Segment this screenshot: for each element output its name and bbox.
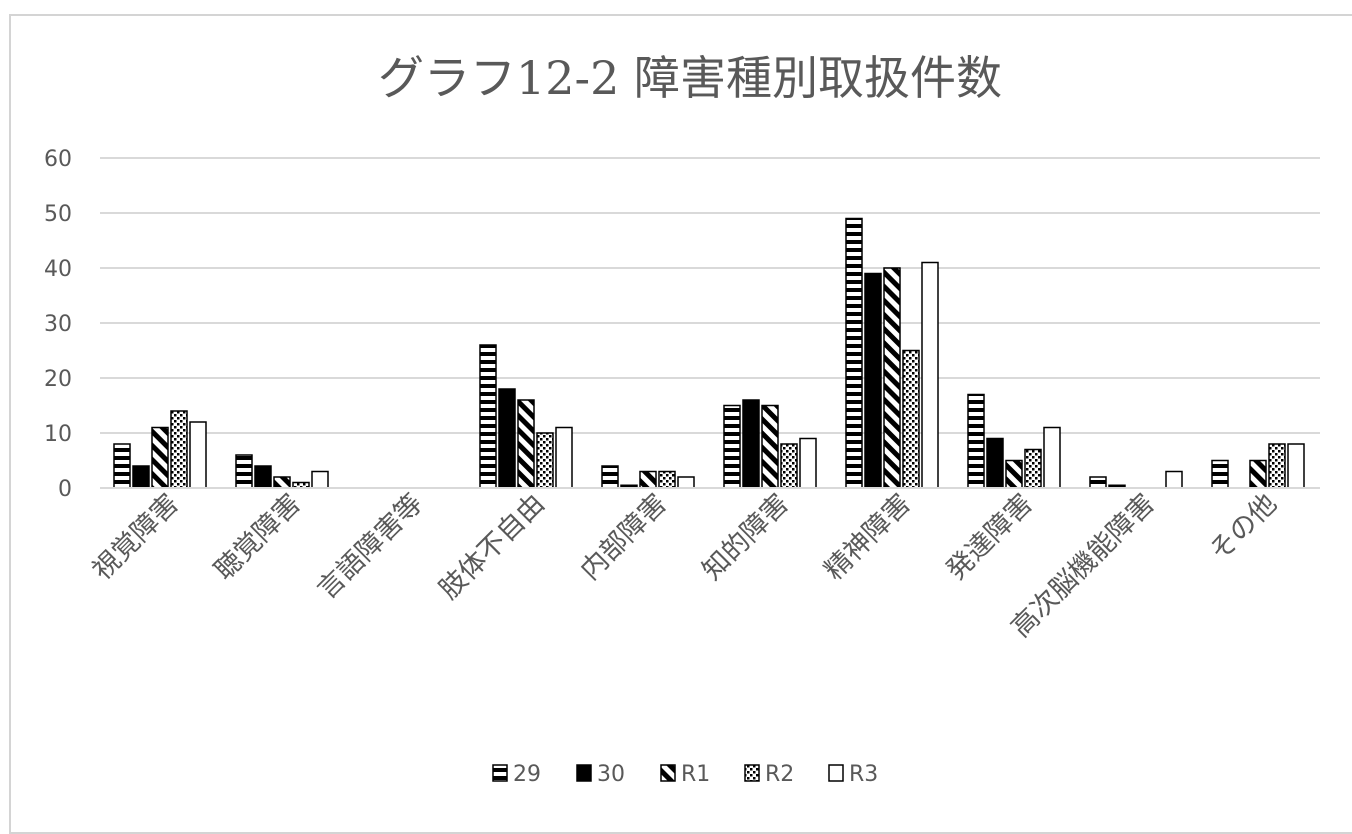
gridlines xyxy=(100,157,1320,489)
bars xyxy=(113,217,1305,489)
x-tick-label: 知的障害 xyxy=(697,488,795,586)
x-tick-label: その他 xyxy=(1204,488,1283,567)
chart-frame xyxy=(9,14,1352,834)
bar-30-6 xyxy=(864,272,882,489)
bar-R2-7 xyxy=(1024,448,1042,489)
legend-item-R3: R3 xyxy=(828,762,878,787)
bar-R3-1 xyxy=(311,470,329,489)
bar-R1-0 xyxy=(151,426,169,489)
bar-29-4 xyxy=(601,465,619,489)
legend-item-30: 30 xyxy=(576,762,625,787)
x-tick-label: 発達障害 xyxy=(941,488,1039,586)
legend-swatch xyxy=(660,764,676,782)
y-tick-label: 0 xyxy=(58,477,72,502)
bar-R1-7 xyxy=(1005,459,1023,489)
bar-29-1 xyxy=(235,454,253,489)
bar-R3-8 xyxy=(1165,470,1183,489)
bar-R3-6 xyxy=(921,261,939,489)
bar-R2-0 xyxy=(170,410,188,489)
y-axis: 0 10 20 30 40 50 60 xyxy=(44,147,72,502)
bar-R2-5 xyxy=(780,443,798,489)
y-tick-label: 10 xyxy=(44,422,72,447)
bar-R2-3 xyxy=(536,432,554,489)
legend-label: 29 xyxy=(513,762,541,787)
legend: 29 30 R1 R2 R3 xyxy=(492,762,878,787)
legend-label: R1 xyxy=(681,762,710,787)
legend-swatch xyxy=(576,764,592,782)
legend-item-R2: R2 xyxy=(744,762,794,787)
bar-30-1 xyxy=(254,465,272,489)
bar-29-7 xyxy=(967,393,985,489)
y-tick-label: 30 xyxy=(44,312,72,337)
x-tick-label: 肢体不自由 xyxy=(434,488,551,605)
y-tick-label: 20 xyxy=(44,367,72,392)
bar-R2-9 xyxy=(1268,443,1286,489)
legend-swatch xyxy=(744,764,760,782)
bar-R3-7 xyxy=(1043,426,1061,489)
bar-29-6 xyxy=(845,217,863,489)
bar-R3-4 xyxy=(677,476,695,489)
bar-R2-6 xyxy=(902,349,920,489)
bar-R1-5 xyxy=(761,404,779,489)
x-tick-label: 内部障害 xyxy=(575,488,673,586)
legend-swatch xyxy=(492,764,508,782)
x-tick-label: 精神障害 xyxy=(819,488,917,586)
bar-29-8 xyxy=(1089,476,1107,489)
bar-30-7 xyxy=(986,437,1004,489)
legend-item-29: 29 xyxy=(492,762,541,787)
bar-R1-1 xyxy=(273,476,291,489)
bar-30-5 xyxy=(742,399,760,489)
legend-label: R3 xyxy=(849,762,878,787)
y-tick-label: 40 xyxy=(44,257,72,282)
bar-29-9 xyxy=(1211,459,1229,489)
bar-R1-6 xyxy=(883,267,901,489)
legend-label: 30 xyxy=(597,762,625,787)
bar-R1-3 xyxy=(517,399,535,489)
bar-R1-9 xyxy=(1249,459,1267,489)
bar-30-0 xyxy=(132,465,150,489)
chart-title: グラフ12-2 障害種別取扱件数 xyxy=(378,51,1002,105)
bar-R3-0 xyxy=(189,421,207,489)
x-tick-label: 言語障害等 xyxy=(312,488,429,605)
y-tick-label: 50 xyxy=(44,202,72,227)
bar-R2-4 xyxy=(658,470,676,489)
bar-R1-4 xyxy=(639,470,657,489)
x-axis: 視覚障害 聴覚障害 言語障害等 肢体不自由 内部障害 知的障害 精神障害 発達障害高次脳機能障… xyxy=(87,487,1320,644)
bar-29-3 xyxy=(479,344,497,489)
bar-R3-5 xyxy=(799,437,817,489)
legend-label: R2 xyxy=(765,762,794,787)
x-tick-label: 聴覚障害 xyxy=(209,488,307,586)
bar-29-5 xyxy=(723,404,741,489)
bar-29-0 xyxy=(113,443,131,489)
bar-30-3 xyxy=(498,388,516,489)
legend-item-R1: R1 xyxy=(660,762,710,787)
legend-swatch xyxy=(828,764,844,782)
y-tick-label: 60 xyxy=(44,147,72,172)
bar-R3-3 xyxy=(555,426,573,489)
x-tick-label: 視覚障害 xyxy=(87,488,185,586)
bar-R3-9 xyxy=(1287,443,1305,489)
